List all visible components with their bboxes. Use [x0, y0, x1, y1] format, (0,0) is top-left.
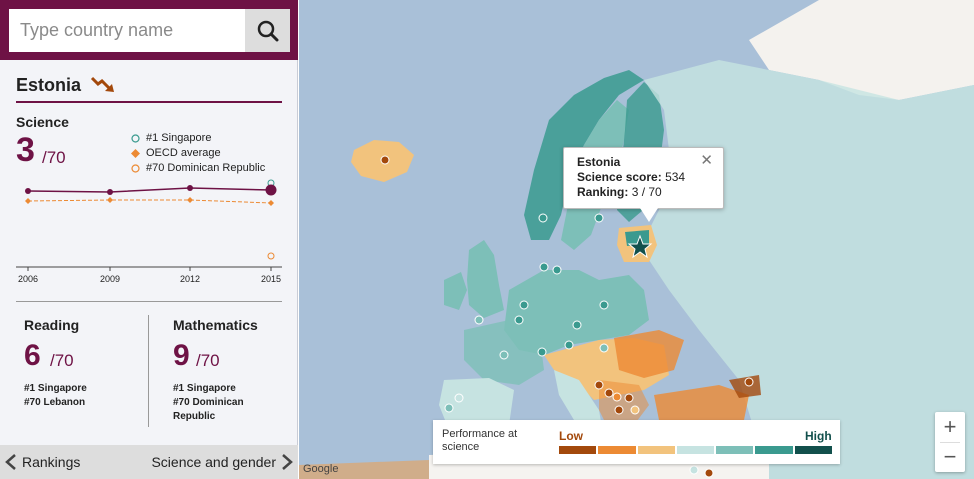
teal-circle-icon [131, 133, 140, 143]
tooltip-rank-label: Ranking: [577, 185, 629, 199]
reading-rank: 6 [24, 339, 41, 372]
science-trend-chart: 2006 2009 2012 2015 [16, 179, 282, 284]
country-tooltip: Estonia Science score: 534 Ranking: 3 / … [563, 147, 724, 209]
reading-extremes: #1 Singapore #70 Lebanon [24, 382, 87, 410]
trend-down-icon [90, 76, 114, 92]
reading-bottom: #70 Lebanon [24, 397, 86, 408]
tooltip-score-row: Science score: 534 [577, 170, 710, 185]
zoom-in-button[interactable]: + [943, 414, 957, 439]
country-panel: Estonia Science 3 /70 #1 Singapore OECD … [0, 0, 298, 479]
legend-color-scale [559, 446, 832, 454]
tick-2015: 2015 [261, 274, 281, 284]
tooltip-score-value: 534 [665, 170, 686, 184]
legend-title: Performance at science [442, 428, 517, 454]
dominican-point-2015 [267, 252, 275, 260]
tooltip-score-label: Science score: [577, 170, 662, 184]
estonia-point-2009 [107, 189, 113, 195]
mathematics-label: Mathematics [173, 317, 258, 333]
mathematics-extremes: #1 Singapore #70 Dominican Republic [173, 382, 244, 424]
legend-swatch [598, 446, 636, 454]
tooltip-pointer [640, 208, 658, 222]
legend-high-label: High [805, 429, 832, 443]
legend-singapore-label: #1 Singapore [146, 132, 212, 144]
oecd-point-2015 [268, 200, 274, 206]
bottom-nav: Rankings Science and gender [0, 445, 298, 479]
reading-label: Reading [24, 317, 80, 333]
legend-swatch [676, 446, 715, 454]
estonia-point-2015 [265, 184, 277, 196]
rankings-nav-link[interactable]: Rankings [4, 453, 80, 471]
zoom-out-button[interactable]: − [943, 444, 957, 469]
oecd-average-line [27, 199, 272, 204]
chevron-right-icon [282, 454, 293, 470]
chart-x-ticks [27, 267, 272, 271]
science-label: Science [16, 114, 69, 130]
mathematics-bottom-cont: Republic [173, 411, 216, 422]
title-divider [16, 101, 282, 103]
mathematics-bottom: #70 Dominican [173, 397, 244, 408]
tooltip-rank-row: Ranking: 3 / 70 [577, 185, 710, 200]
legend-dominican-label: #70 Dominican Republic [146, 162, 266, 174]
legend-oecd-label: OECD average [146, 147, 221, 159]
performance-legend: Performance at science Low High [433, 420, 840, 464]
zoom-divider [940, 442, 960, 443]
oecd-point-2012 [187, 197, 193, 203]
estonia-star-marker[interactable] [627, 234, 653, 259]
legend-title-line1: Performance at [442, 428, 518, 440]
tooltip-country: Estonia [577, 155, 621, 169]
legend-swatch [559, 446, 597, 454]
orange-diamond-icon [131, 148, 140, 158]
reading-top: #1 Singapore [24, 383, 87, 394]
legend-singapore: #1 Singapore [131, 132, 211, 144]
science-rank: 3 [16, 131, 35, 169]
orange-circle-icon [131, 163, 140, 173]
section-divider [16, 301, 282, 302]
reading-rank-total: /70 [50, 351, 74, 370]
oecd-point-2009 [107, 197, 113, 203]
country-title: Estonia [16, 75, 82, 95]
mathematics-rank-total: /70 [196, 351, 220, 370]
legend-swatch [637, 446, 675, 454]
google-credit: Google [303, 463, 339, 475]
estonia-line [27, 187, 272, 193]
search-box [9, 9, 290, 52]
science-gender-nav-link[interactable]: Science and gender [151, 453, 294, 471]
oecd-point-2006 [25, 198, 31, 204]
estonia-point-2012 [187, 185, 193, 191]
estonia-point-2006 [25, 188, 31, 194]
map-canvas[interactable] [299, 0, 974, 479]
column-divider [148, 315, 149, 427]
science-gender-nav-label: Science and gender [151, 454, 276, 470]
legend-low-label: Low [559, 429, 583, 443]
mathematics-rank: 9 [173, 339, 190, 372]
legend-title-line2: science [442, 441, 480, 453]
legend-swatch [755, 446, 793, 454]
mathematics-top: #1 Singapore [173, 383, 236, 394]
search-icon [257, 20, 278, 41]
legend-dominican: #70 Dominican Republic [131, 162, 265, 174]
close-icon[interactable]: ✕ [700, 152, 713, 169]
search-bar [0, 0, 298, 60]
legend-swatch [794, 446, 832, 454]
tooltip-rank-value: 3 / 70 [631, 185, 662, 199]
country-markers[interactable] [380, 155, 754, 478]
rankings-nav-label: Rankings [22, 454, 81, 470]
science-rank-total: /70 [42, 148, 66, 167]
legend-oecd: OECD average [131, 147, 221, 159]
tick-2009: 2009 [100, 274, 120, 284]
tick-2012: 2012 [180, 274, 200, 284]
search-button[interactable] [245, 9, 290, 52]
map-view[interactable] [299, 0, 974, 479]
chevron-left-icon [5, 454, 16, 470]
tick-2006: 2006 [18, 274, 38, 284]
search-input[interactable] [9, 9, 245, 52]
legend-swatch [716, 446, 754, 454]
zoom-controls: + − [935, 412, 965, 472]
